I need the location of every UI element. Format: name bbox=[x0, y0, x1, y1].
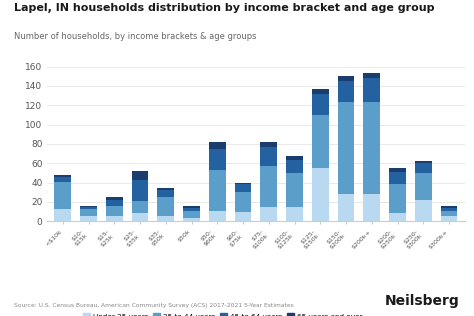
Bar bbox=[132, 179, 148, 201]
Bar bbox=[132, 201, 148, 214]
Bar bbox=[337, 194, 355, 221]
Bar bbox=[337, 81, 355, 102]
Bar bbox=[157, 216, 174, 221]
Bar bbox=[389, 168, 406, 172]
Bar bbox=[286, 160, 303, 173]
Bar bbox=[55, 209, 71, 221]
Text: Lapel, IN households distribution by income bracket and age group: Lapel, IN households distribution by inc… bbox=[14, 3, 435, 13]
Bar bbox=[286, 156, 303, 160]
Bar bbox=[415, 161, 432, 163]
Bar bbox=[157, 197, 174, 216]
Bar bbox=[235, 183, 251, 185]
Legend: Under 25 years, 25 to 44 years, 45 to 64 years, 65 years and over: Under 25 years, 25 to 44 years, 45 to 64… bbox=[80, 310, 365, 316]
Bar bbox=[337, 102, 355, 194]
Bar bbox=[364, 78, 380, 102]
Text: Neilsberg: Neilsberg bbox=[385, 294, 460, 308]
Bar bbox=[209, 170, 226, 210]
Bar bbox=[312, 168, 328, 221]
Text: Source: U.S. Census Bureau, American Community Survey (ACS) 2017-2021 5-Year Est: Source: U.S. Census Bureau, American Com… bbox=[14, 303, 294, 308]
Bar bbox=[106, 200, 123, 206]
Bar bbox=[261, 147, 277, 166]
Bar bbox=[286, 173, 303, 207]
Bar bbox=[106, 206, 123, 216]
Bar bbox=[364, 73, 380, 78]
Bar bbox=[261, 207, 277, 221]
Bar bbox=[261, 142, 277, 147]
Bar bbox=[441, 206, 457, 208]
Bar bbox=[415, 173, 432, 200]
Bar bbox=[183, 206, 200, 208]
Bar bbox=[312, 115, 328, 168]
Bar bbox=[183, 210, 200, 218]
Bar bbox=[312, 94, 328, 115]
Bar bbox=[389, 185, 406, 214]
Bar bbox=[235, 211, 251, 221]
Bar bbox=[364, 102, 380, 194]
Bar bbox=[209, 142, 226, 149]
Bar bbox=[157, 188, 174, 190]
Bar bbox=[209, 210, 226, 221]
Text: Number of households, by income brackets & age groups: Number of households, by income brackets… bbox=[14, 32, 257, 40]
Bar bbox=[80, 207, 97, 209]
Bar bbox=[55, 182, 71, 209]
Bar bbox=[235, 185, 251, 192]
Bar bbox=[183, 218, 200, 221]
Bar bbox=[337, 76, 355, 81]
Bar bbox=[55, 175, 71, 177]
Bar bbox=[80, 216, 97, 221]
Bar bbox=[80, 209, 97, 216]
Bar bbox=[106, 197, 123, 200]
Bar bbox=[286, 207, 303, 221]
Bar bbox=[183, 208, 200, 210]
Bar bbox=[312, 89, 328, 94]
Bar bbox=[80, 206, 97, 207]
Bar bbox=[209, 149, 226, 170]
Bar bbox=[235, 192, 251, 211]
Bar bbox=[441, 208, 457, 210]
Bar bbox=[132, 214, 148, 221]
Bar bbox=[389, 214, 406, 221]
Bar bbox=[364, 194, 380, 221]
Bar bbox=[441, 216, 457, 221]
Bar bbox=[415, 163, 432, 173]
Bar bbox=[389, 172, 406, 185]
Bar bbox=[157, 190, 174, 197]
Bar bbox=[55, 177, 71, 182]
Bar bbox=[415, 200, 432, 221]
Bar bbox=[132, 171, 148, 179]
Bar bbox=[441, 210, 457, 216]
Bar bbox=[261, 166, 277, 207]
Bar bbox=[106, 216, 123, 221]
